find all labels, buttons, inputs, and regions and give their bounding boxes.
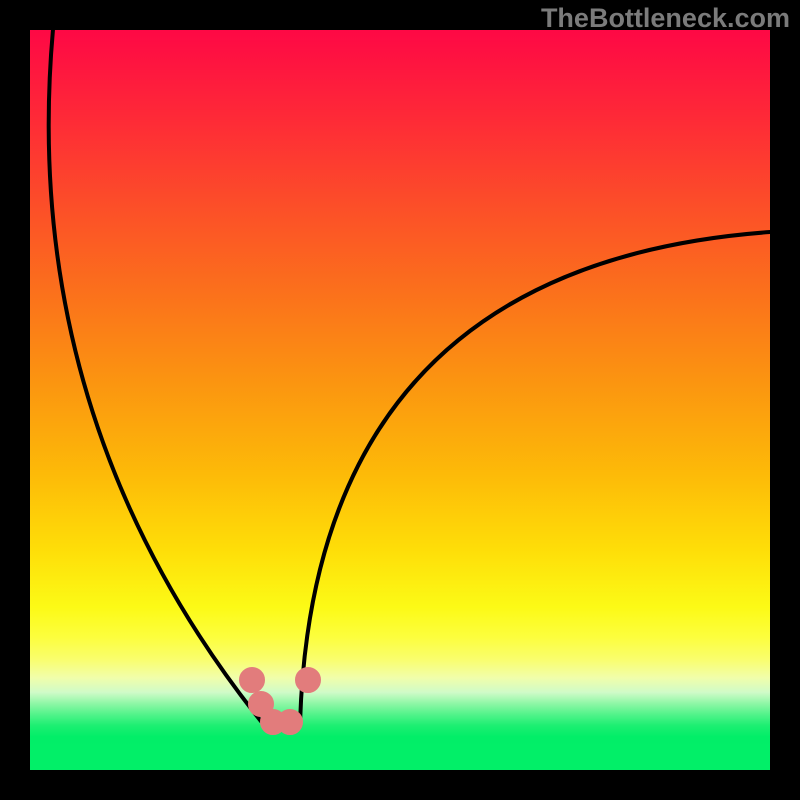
marker-point — [277, 709, 303, 735]
bottleneck-curve — [49, 30, 770, 727]
curve-svg — [30, 30, 770, 770]
marker-point — [295, 667, 321, 693]
plot-area — [30, 30, 770, 770]
marker-point — [239, 667, 265, 693]
watermark-text: TheBottleneck.com — [541, 3, 790, 34]
